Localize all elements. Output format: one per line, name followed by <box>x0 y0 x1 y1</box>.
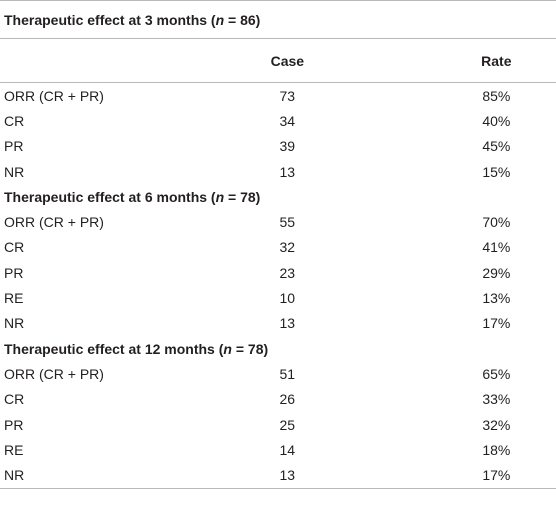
data-row: CR 32 41% <box>0 235 556 260</box>
cell: 51 <box>279 365 296 382</box>
cell: 17% <box>482 467 511 484</box>
cell: 32% <box>482 416 511 433</box>
cell: 85% <box>482 87 511 104</box>
cell: NR <box>4 315 25 332</box>
cell: 13 <box>279 315 296 332</box>
cell: CR <box>4 239 25 256</box>
cell: 18% <box>482 441 511 458</box>
cell: RE <box>4 441 24 458</box>
data-row: RE 10 13% <box>0 285 556 310</box>
heading-part: n <box>223 340 232 357</box>
cell: PR <box>4 264 24 281</box>
data-row: PR 39 45% <box>0 134 556 159</box>
cell: 40% <box>482 112 511 129</box>
cell: 41% <box>482 239 511 256</box>
column-header <box>0 38 108 83</box>
table-body: Therapeutic effect at 3 months (n = 86) C… <box>0 0 556 489</box>
cell: 39 <box>279 138 296 155</box>
heading-part: Therapeutic effect at 6 months ( <box>4 188 216 205</box>
heading-part: = 78) <box>224 188 261 205</box>
column-header: Case <box>107 38 361 83</box>
data-row: ORR (CR + PR) 51 65% <box>0 361 556 386</box>
section-heading-row: Therapeutic effect at 3 months (n = 86) <box>0 0 556 39</box>
heading-part: n <box>215 188 225 205</box>
data-row: NR 13 17% <box>0 311 556 336</box>
data-row: CR 34 40% <box>0 108 556 133</box>
cell: 25 <box>279 416 296 433</box>
cell: 13 <box>279 163 296 180</box>
cell: 65% <box>482 365 511 382</box>
heading-part: = 86) <box>224 11 261 28</box>
data-row: PR 23 29% <box>0 260 556 285</box>
cell: 34 <box>279 112 296 129</box>
data-row: NR 13 17% <box>0 462 556 488</box>
cell: 45% <box>482 138 511 155</box>
cell: 14 <box>279 441 296 458</box>
cell: 32 <box>279 239 296 256</box>
cell: 29% <box>482 264 511 281</box>
column-header-row: Case Rate <box>0 38 556 83</box>
cell: 55 <box>279 214 296 231</box>
cell: ORR (CR + PR) <box>4 87 104 104</box>
cell: 70% <box>482 214 511 231</box>
column-header: Rate <box>360 38 556 83</box>
cell: CR <box>4 391 25 408</box>
cell: 13 <box>279 467 296 484</box>
heading-part: Therapeutic effect at 3 months ( <box>4 11 216 28</box>
cell: 33% <box>482 391 511 408</box>
cell: 23 <box>279 264 296 281</box>
heading-part: = 78) <box>231 340 269 357</box>
data-row: NR 13 15% <box>0 159 556 184</box>
cell: PR <box>4 138 24 155</box>
section-heading-row: Therapeutic effect at 6 months (n = 78) <box>0 184 556 209</box>
section-heading: Therapeutic effect at 3 months (n = 86) <box>0 0 556 39</box>
data-row: CR 26 33% <box>0 387 556 412</box>
section-heading: Therapeutic effect at 12 months (n = 78) <box>0 336 556 361</box>
section-heading-row: Therapeutic effect at 12 months (n = 78) <box>0 336 556 361</box>
cell: NR <box>4 467 25 484</box>
heading-part: n <box>215 11 225 28</box>
cell: ORR (CR + PR) <box>4 214 104 231</box>
cell: 73 <box>279 87 296 104</box>
cell: 13% <box>482 290 511 307</box>
data-row: ORR (CR + PR) 55 70% <box>0 209 556 234</box>
cell: ORR (CR + PR) <box>4 365 104 382</box>
cell: PR <box>4 416 24 433</box>
data-row: PR 25 32% <box>0 412 556 437</box>
cell: 15% <box>482 163 511 180</box>
cell: 17% <box>482 315 511 332</box>
data-row: ORR (CR + PR) 73 85% <box>0 83 556 109</box>
cell: CR <box>4 112 25 129</box>
heading-part: Therapeutic effect at 12 months ( <box>4 340 224 357</box>
cell: RE <box>4 290 24 307</box>
section-heading: Therapeutic effect at 6 months (n = 78) <box>0 184 556 209</box>
results-table: Therapeutic effect at 3 months (n = 86) C… <box>0 0 556 489</box>
cell: NR <box>4 163 25 180</box>
cell: 10 <box>279 290 296 307</box>
cell: 26 <box>279 391 296 408</box>
data-row: RE 14 18% <box>0 437 556 462</box>
